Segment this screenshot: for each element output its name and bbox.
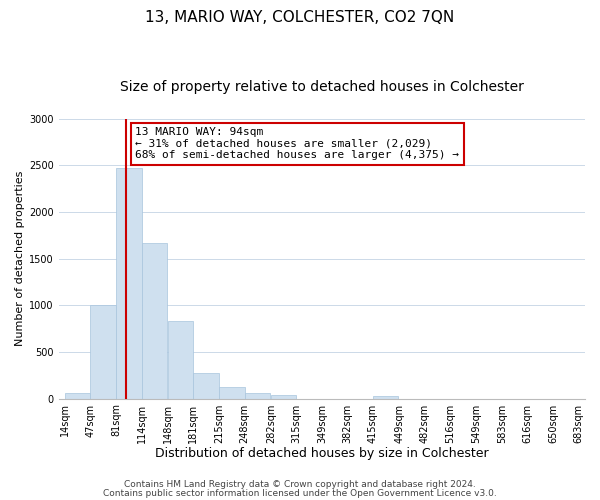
Bar: [271, 396, 296, 398]
Bar: [245, 394, 270, 398]
X-axis label: Distribution of detached houses by size in Colchester: Distribution of detached houses by size …: [155, 447, 489, 460]
Title: Size of property relative to detached houses in Colchester: Size of property relative to detached ho…: [120, 80, 524, 94]
Bar: [168, 321, 193, 398]
Text: 13, MARIO WAY, COLCHESTER, CO2 7QN: 13, MARIO WAY, COLCHESTER, CO2 7QN: [145, 10, 455, 25]
Text: Contains HM Land Registry data © Crown copyright and database right 2024.: Contains HM Land Registry data © Crown c…: [124, 480, 476, 489]
Bar: [90, 306, 116, 398]
Text: 13 MARIO WAY: 94sqm
← 31% of detached houses are smaller (2,029)
68% of semi-det: 13 MARIO WAY: 94sqm ← 31% of detached ho…: [135, 127, 459, 160]
Y-axis label: Number of detached properties: Number of detached properties: [15, 171, 25, 346]
Bar: [65, 394, 90, 398]
Bar: [220, 387, 245, 398]
Bar: [116, 168, 142, 398]
Bar: [142, 243, 167, 398]
Bar: [193, 374, 218, 398]
Bar: [373, 396, 398, 398]
Text: Contains public sector information licensed under the Open Government Licence v3: Contains public sector information licen…: [103, 488, 497, 498]
